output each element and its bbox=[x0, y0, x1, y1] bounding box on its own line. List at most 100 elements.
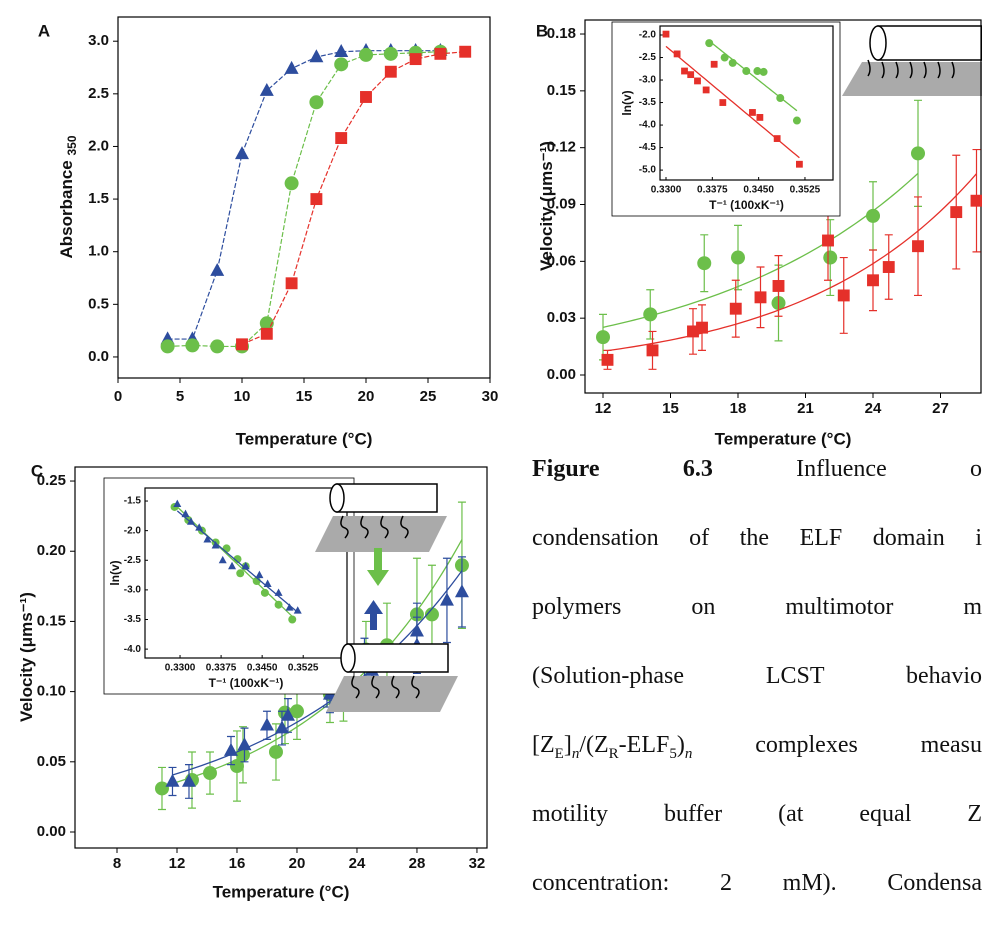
marker bbox=[772, 280, 785, 292]
marker bbox=[186, 517, 195, 525]
marker bbox=[259, 717, 274, 731]
caption-italic: n bbox=[684, 745, 693, 762]
caption-text: ) bbox=[676, 732, 685, 758]
marker bbox=[662, 30, 670, 38]
marker bbox=[334, 44, 349, 57]
caption-line: motility buffer (at equal Z bbox=[532, 780, 982, 849]
marker bbox=[776, 94, 785, 103]
x-axis-label: Temperature (°C) bbox=[715, 429, 852, 448]
x-tick-label: 0.3525 bbox=[790, 185, 821, 196]
y-tick-label: -4.0 bbox=[124, 644, 142, 655]
y-tick-label: 0.0 bbox=[88, 348, 109, 365]
caption-text: motility buffer (at equal Z bbox=[532, 801, 982, 827]
y-axis-label-text: Velocity (μms⁻¹) bbox=[17, 592, 36, 722]
y-tick-label: 3.0 bbox=[88, 32, 109, 49]
y-tick-label: -3.5 bbox=[639, 97, 657, 108]
marker bbox=[360, 91, 372, 103]
y-tick-label: 0.18 bbox=[547, 25, 576, 42]
marker bbox=[728, 58, 737, 67]
marker bbox=[181, 509, 190, 518]
plot-frame bbox=[144, 487, 348, 659]
marker bbox=[255, 570, 264, 579]
marker bbox=[210, 262, 225, 276]
marker bbox=[773, 135, 781, 142]
arrow bbox=[364, 600, 383, 630]
x-tick-label: 12 bbox=[169, 855, 186, 872]
y-axis-label-text: Absorbance bbox=[57, 160, 76, 258]
x-axis-label: T⁻¹ (100xK⁻¹) bbox=[709, 198, 784, 212]
y-tick-label: 2.0 bbox=[88, 137, 109, 154]
caption-sub: R bbox=[608, 745, 619, 762]
x-tick-label: 20 bbox=[289, 855, 306, 872]
marker bbox=[384, 65, 397, 78]
marker bbox=[439, 592, 454, 606]
marker bbox=[409, 53, 422, 66]
marker bbox=[260, 588, 269, 597]
marker bbox=[792, 116, 801, 125]
x-tick-label: 28 bbox=[409, 855, 426, 872]
arrow bbox=[367, 548, 389, 586]
inset-background bbox=[103, 477, 355, 695]
marker bbox=[681, 67, 688, 75]
marker bbox=[181, 773, 196, 787]
y-tick-label: 0.20 bbox=[37, 542, 66, 559]
y-tick-label: -3.0 bbox=[124, 585, 142, 596]
marker bbox=[911, 146, 925, 161]
marker bbox=[228, 561, 237, 570]
y-tick-label: -2.5 bbox=[124, 555, 142, 566]
marker bbox=[759, 67, 768, 76]
caption-text: concentration: 2 mM). Condensa bbox=[532, 870, 982, 896]
y-tick-label: -2.0 bbox=[124, 525, 142, 536]
marker bbox=[359, 47, 373, 62]
y-tick-label: 0.12 bbox=[547, 139, 576, 156]
plot-frame bbox=[117, 16, 491, 379]
x-tick-label: 16 bbox=[229, 855, 246, 872]
x-tick-label: 20 bbox=[358, 388, 375, 405]
marker bbox=[601, 353, 614, 366]
marker bbox=[235, 146, 249, 160]
series-line bbox=[241, 51, 466, 345]
marker bbox=[293, 606, 302, 614]
marker bbox=[285, 603, 294, 611]
marker bbox=[284, 176, 299, 191]
y-axis-label: ln(v) bbox=[620, 90, 634, 115]
caption-line: Figure 6.3 Influence o bbox=[532, 435, 982, 504]
y-axis-label-text: ln(v) bbox=[108, 560, 122, 585]
marker bbox=[274, 720, 289, 734]
marker bbox=[697, 256, 712, 271]
panel-label: A bbox=[38, 21, 50, 40]
marker bbox=[796, 160, 803, 168]
marker bbox=[274, 600, 283, 609]
marker bbox=[289, 704, 304, 719]
marker bbox=[260, 327, 273, 340]
marker bbox=[165, 773, 180, 787]
y-tick-label: -3.5 bbox=[124, 614, 142, 625]
marker bbox=[195, 523, 204, 531]
marker bbox=[185, 338, 200, 353]
x-tick-label: 18 bbox=[730, 400, 747, 417]
caption-text: [Z bbox=[532, 732, 555, 758]
caption-sub: n bbox=[685, 746, 693, 762]
marker bbox=[223, 742, 238, 756]
x-axis-label: T⁻¹ (100xK⁻¹) bbox=[209, 676, 284, 690]
x-axis-label: Temperature (°C) bbox=[236, 429, 373, 448]
caption-line: [ZE]n/(ZR-ELF5)n complexes measu bbox=[532, 711, 982, 780]
marker bbox=[882, 261, 895, 273]
y-tick-label: 1.0 bbox=[88, 243, 109, 260]
x-tick-label: 27 bbox=[932, 400, 949, 417]
marker bbox=[309, 49, 324, 63]
cartoon bbox=[315, 483, 447, 552]
filament bbox=[336, 483, 438, 513]
caption-text: complexes measu bbox=[692, 732, 982, 758]
y-tick-label: 2.5 bbox=[88, 85, 109, 102]
caption: Figure 6.3 Influence o condensation of t… bbox=[532, 435, 982, 918]
panel-label: B bbox=[536, 21, 548, 40]
x-tick-label: 12 bbox=[595, 400, 612, 417]
marker bbox=[950, 206, 963, 219]
caption-line: concentration: 2 mM). Condensa bbox=[532, 849, 982, 918]
marker bbox=[274, 588, 283, 596]
marker bbox=[687, 325, 699, 338]
marker bbox=[866, 208, 880, 223]
marker bbox=[823, 250, 838, 265]
